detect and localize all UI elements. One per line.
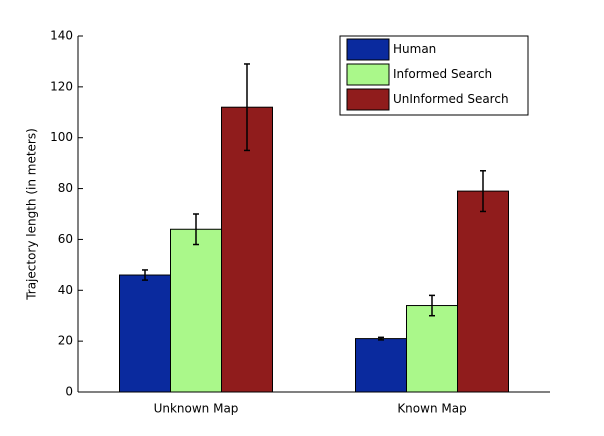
error-bar (429, 294, 435, 317)
y-tick-label: 120 (50, 79, 73, 93)
y-tick-label: 100 (50, 130, 73, 144)
legend-swatch (346, 63, 390, 86)
error-bar (193, 213, 199, 246)
legend-swatch (346, 88, 390, 111)
y-tick-label: 20 (58, 334, 73, 348)
error-bar (244, 63, 250, 152)
bar (170, 228, 222, 393)
bar (221, 106, 273, 393)
legend-label: UnInformed Search (393, 92, 509, 106)
y-axis-label: Trajectory length (in meters) (25, 128, 39, 301)
x-tick-label: Unknown Map (154, 402, 239, 416)
error-bar (142, 269, 148, 281)
y-tick-label: 0 (65, 385, 73, 399)
y-tick-label: 40 (58, 283, 73, 297)
bar (457, 190, 509, 393)
legend-swatch (346, 38, 390, 61)
legend-label: Human (393, 42, 436, 56)
y-tick-label: 140 (50, 29, 73, 43)
error-bar (480, 170, 486, 213)
legend-label: Informed Search (393, 67, 492, 81)
y-tick-label: 80 (58, 181, 73, 195)
error-bar (378, 336, 384, 341)
bar (119, 274, 171, 393)
x-tick-label: Known Map (397, 402, 466, 416)
bar (406, 305, 458, 393)
bar (355, 338, 407, 393)
y-tick-label: 60 (58, 232, 73, 246)
